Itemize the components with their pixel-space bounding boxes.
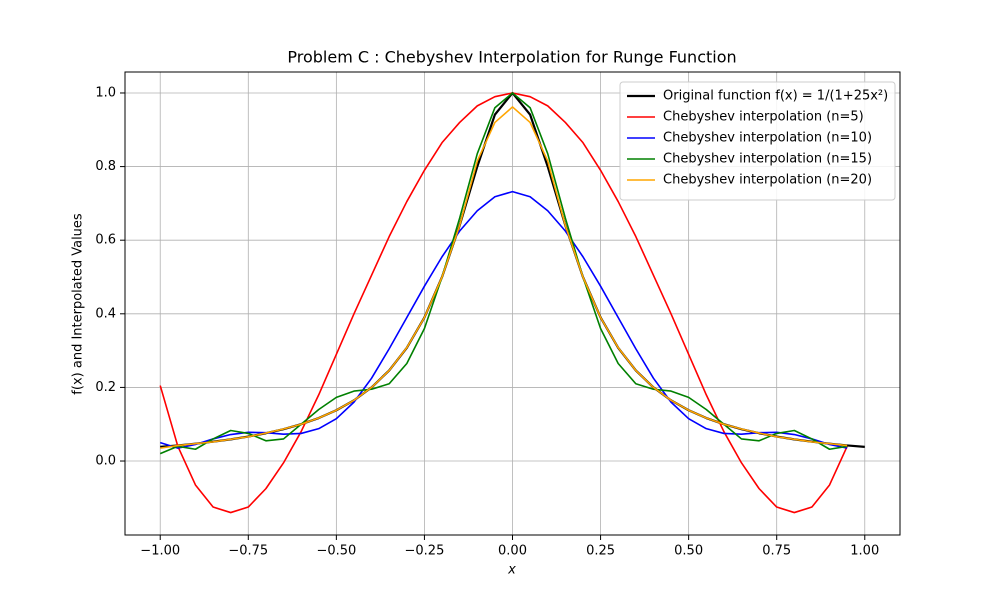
x-tick-label: −0.75 xyxy=(228,544,268,559)
x-tick-label: 1.00 xyxy=(850,544,879,559)
legend-label: Chebyshev interpolation (n=10) xyxy=(663,131,872,146)
legend-label: Chebyshev interpolation (n=5) xyxy=(663,110,864,125)
series-line xyxy=(159,92,848,514)
y-tick-label: 0.4 xyxy=(95,306,116,321)
series-line xyxy=(159,190,848,449)
y-tick-label: 0.6 xyxy=(95,233,116,248)
x-tick-label: −1.00 xyxy=(140,544,180,559)
series-line xyxy=(159,92,848,455)
legend-label: Chebyshev interpolation (n=15) xyxy=(663,152,872,167)
y-tick-label: 0.0 xyxy=(95,454,116,469)
x-tick-label: −0.25 xyxy=(405,544,445,559)
y-tick-label: 0.2 xyxy=(95,380,116,395)
legend-box xyxy=(619,81,896,201)
x-tick-label: 0.75 xyxy=(762,544,791,559)
legend-label: Original function f(x) = 1/(1+25x²) xyxy=(663,89,888,104)
x-axis-label: x xyxy=(507,563,516,578)
x-tick-label: 0.25 xyxy=(586,544,615,559)
legend: Original function f(x) = 1/(1+25x²) Cheby… xyxy=(619,81,896,201)
x-tick-label: 0.00 xyxy=(498,544,527,559)
series-line xyxy=(160,106,848,449)
x-tick-label: 0.50 xyxy=(674,544,703,559)
plot-lines xyxy=(159,91,865,514)
y-axis-label: f(x) and Interpolated Values xyxy=(71,213,86,395)
chart-title: Problem C : Chebyshev Interpolation for … xyxy=(287,48,736,67)
y-tick-label: 0.8 xyxy=(95,159,116,174)
x-tick-label: −0.50 xyxy=(316,544,356,559)
y-tick-label: 1.0 xyxy=(95,85,116,100)
ticks: −1.00 −0.75 −0.50 −0.25 0.00 0.25 0.50 0.75 1.00… xyxy=(95,85,879,558)
legend-label: Chebyshev interpolation (n=20) xyxy=(663,173,872,188)
